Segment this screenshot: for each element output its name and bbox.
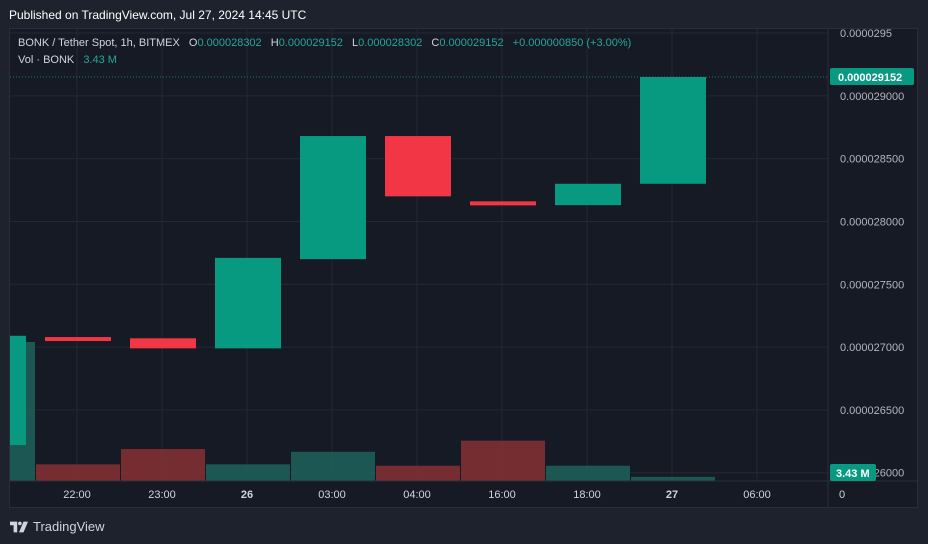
volume-value: 3.43 M — [83, 54, 117, 66]
change-value: +0.000000850 (+3.00%) — [512, 37, 632, 49]
brand-label: TradingView — [33, 519, 105, 534]
candlestick-chart[interactable]: 0.0000295 0.000029000 0.000028500 0.0000280… — [10, 29, 917, 507]
y-tick-label: 0.000028500 — [840, 154, 904, 166]
open-label: O — [188, 37, 198, 49]
x-tick-label: 0 — [839, 489, 845, 501]
x-tick-label: 23:00 — [148, 489, 176, 501]
volume-bar — [121, 449, 205, 481]
low-label: L — [351, 37, 359, 49]
ohlc-legend: BONK / Tether Spot, 1h, BITMEX O0.000028… — [18, 37, 631, 49]
volume-bar — [546, 465, 630, 481]
candle — [640, 76, 706, 184]
candle — [470, 201, 536, 206]
last-price-badge-label: 0.000029152 — [838, 72, 902, 84]
volume-bar — [461, 440, 545, 481]
tradingview-logo-icon — [10, 521, 28, 532]
candle — [130, 338, 196, 349]
x-tick-label: 18:00 — [573, 489, 601, 501]
high-label: H — [270, 37, 279, 49]
candle — [385, 136, 451, 197]
volume-badge — [830, 464, 876, 481]
x-tick-label: 22:00 — [63, 489, 91, 501]
y-tick-label: 0.0000295 — [840, 29, 892, 40]
y-tick-label: 0.000027000 — [840, 342, 904, 354]
close-label: C — [431, 37, 440, 49]
bottom-bar: TradingView — [0, 508, 928, 544]
y-tick-label: 0.000027500 — [840, 279, 904, 291]
x-tick-label: 03:00 — [318, 489, 346, 501]
volume-label[interactable]: Vol · BONK — [18, 54, 75, 66]
candle — [555, 183, 621, 206]
close-value: 0.000029152 — [439, 37, 504, 49]
published-label: Published on TradingView.com, Jul 27, 20… — [9, 8, 307, 22]
low-value: 0.000028302 — [358, 37, 423, 49]
candle — [300, 136, 366, 260]
tradingview-brand[interactable]: TradingView — [10, 519, 105, 534]
x-tick-label: 27 — [666, 489, 678, 501]
y-tick-label: 0.000029000 — [840, 91, 904, 103]
volume-bar — [631, 476, 715, 481]
high-value: 0.000029152 — [278, 37, 343, 49]
y-tick-label: 0.000026500 — [840, 405, 904, 417]
x-tick-label: 26 — [241, 489, 253, 501]
y-tick-label: 0.000028000 — [840, 216, 904, 228]
last-price-badge — [830, 67, 914, 85]
candle — [215, 257, 281, 349]
x-tick-label: 04:00 — [403, 489, 431, 501]
volume-bar — [36, 464, 120, 481]
volume-bar — [291, 451, 375, 481]
volume-bar — [206, 464, 290, 481]
volume-bar — [376, 465, 460, 481]
open-value: 0.000028302 — [197, 37, 262, 49]
volume-legend: Vol · BONK 3.43 M — [18, 54, 117, 66]
candle — [45, 337, 111, 342]
symbol-label[interactable]: BONK / Tether Spot, 1h, BITMEX — [18, 37, 180, 49]
chart-area[interactable]: 0.0000295 0.000029000 0.000028500 0.0000280… — [9, 28, 918, 508]
candle — [10, 335, 26, 446]
x-tick-label: 16:00 — [488, 489, 516, 501]
x-tick-label: 06:00 — [743, 489, 771, 501]
volume-badge-label: 3.43 M — [836, 468, 870, 480]
top-bar: Published on TradingView.com, Jul 27, 20… — [0, 0, 928, 28]
